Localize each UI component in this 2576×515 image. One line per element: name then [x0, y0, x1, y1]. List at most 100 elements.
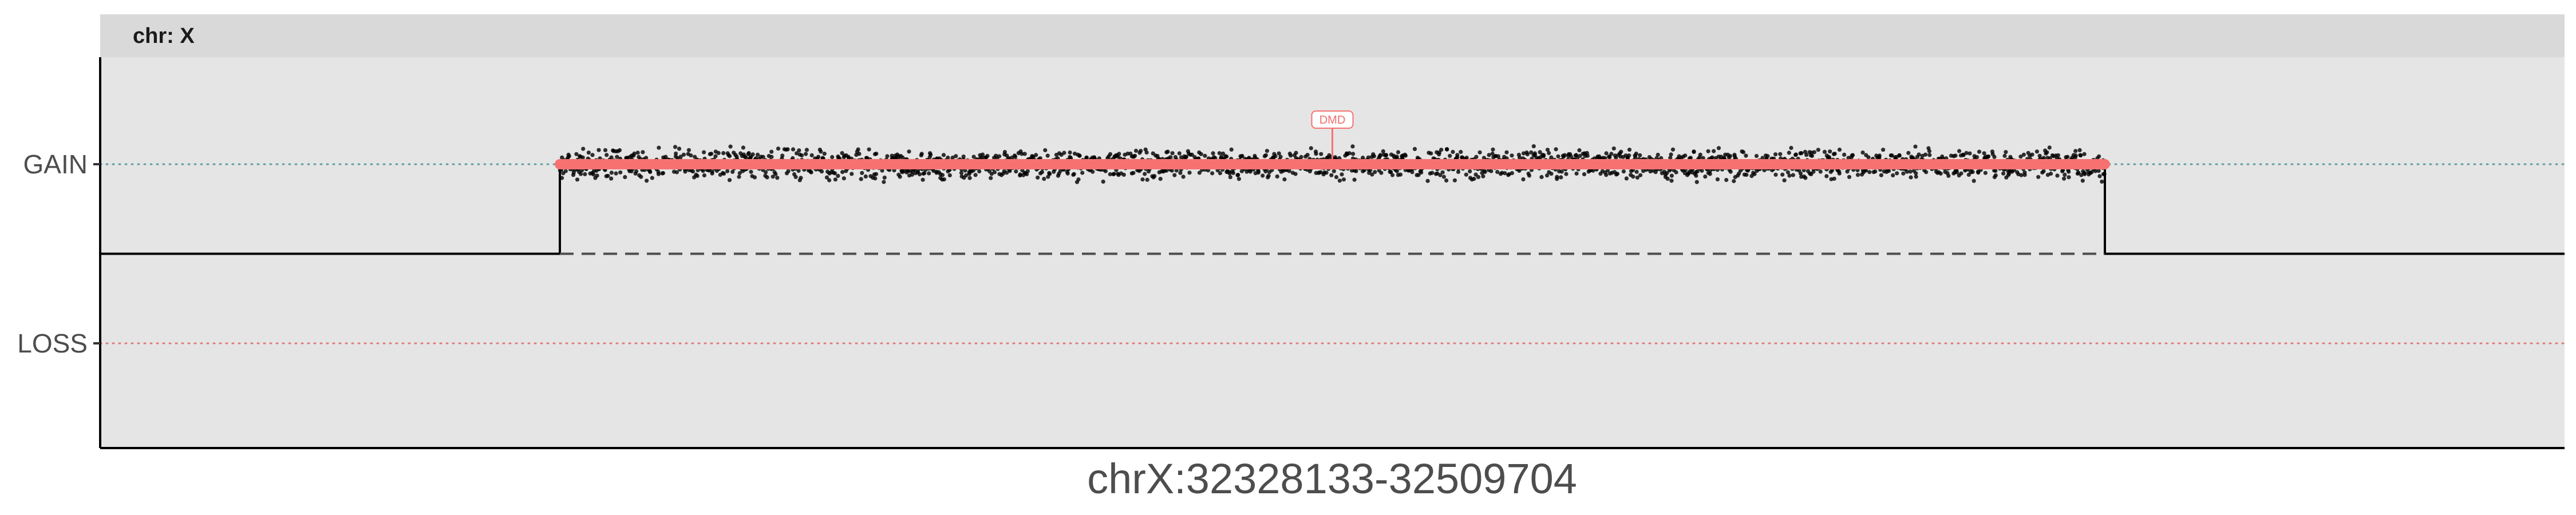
- data-point: [2100, 179, 2104, 184]
- data-point: [997, 154, 1002, 159]
- data-point: [1293, 172, 1298, 176]
- data-point: [2079, 153, 2083, 158]
- data-point: [1873, 169, 1878, 174]
- data-point: [1525, 152, 1530, 157]
- data-point: [2004, 150, 2008, 154]
- data-point: [709, 152, 714, 156]
- data-point: [791, 147, 796, 152]
- data-point: [771, 175, 775, 179]
- data-point: [2062, 176, 2067, 181]
- data-point: [1131, 171, 1136, 175]
- data-point: [1419, 170, 1424, 175]
- data-point: [819, 169, 824, 174]
- data-point: [2083, 172, 2087, 176]
- data-point: [1491, 147, 1495, 152]
- data-point: [1305, 153, 1310, 157]
- data-point: [1018, 172, 1022, 177]
- data-point: [1877, 153, 1882, 158]
- data-point: [1694, 180, 1699, 184]
- y-tick-label: LOSS: [17, 328, 88, 358]
- data-point: [1347, 151, 1352, 156]
- data-point: [800, 153, 804, 158]
- data-point: [695, 173, 700, 178]
- data-point: [1464, 156, 1469, 160]
- data-point: [1578, 153, 1582, 159]
- data-point: [797, 148, 801, 153]
- data-point: [1133, 153, 1137, 158]
- data-point: [1350, 144, 1355, 149]
- data-point: [727, 178, 732, 183]
- data-point: [1914, 171, 1918, 176]
- data-point: [1373, 170, 1377, 175]
- data-point: [1381, 149, 1385, 153]
- data-point: [1923, 152, 1928, 157]
- data-point: [1452, 178, 1457, 183]
- data-point: [645, 179, 649, 183]
- data-point: [2073, 149, 2078, 153]
- data-point: [1744, 153, 1748, 158]
- data-point: [850, 172, 854, 176]
- data-point: [1410, 170, 1415, 175]
- data-point: [1324, 171, 1329, 175]
- data-point: [1211, 151, 1215, 156]
- data-point: [919, 152, 924, 156]
- data-point: [1473, 172, 1478, 177]
- data-point: [1631, 175, 1635, 179]
- data-point: [1164, 168, 1169, 173]
- data-point: [1607, 155, 1612, 160]
- gene-label-text: DMD: [1319, 114, 1346, 126]
- data-point: [1287, 169, 1291, 173]
- data-point: [1811, 169, 1816, 174]
- data-point: [567, 154, 571, 159]
- data-point: [980, 152, 985, 157]
- data-point: [804, 152, 808, 156]
- data-point: [1042, 177, 1046, 181]
- data-point: [1172, 173, 1177, 177]
- data-point: [1396, 150, 1401, 154]
- data-point: [1665, 171, 1669, 176]
- data-point: [971, 154, 976, 159]
- data-point: [2080, 179, 2085, 183]
- data-point: [1832, 152, 1837, 156]
- data-point: [1203, 153, 1207, 158]
- data-point: [725, 169, 730, 173]
- data-point: [1847, 175, 1852, 179]
- facet-label: chr: X: [133, 24, 195, 48]
- data-point: [1964, 150, 1969, 155]
- data-point: [1773, 172, 1778, 177]
- data-point: [929, 152, 933, 157]
- data-point: [1970, 169, 1975, 175]
- data-point: [1803, 176, 1808, 180]
- data-point: [1334, 175, 1339, 180]
- data-point: [606, 173, 610, 178]
- data-point: [1627, 153, 1631, 158]
- data-point: [1728, 154, 1733, 159]
- data-point: [859, 177, 863, 181]
- reference-lines: [99, 163, 2566, 344]
- data-point: [1451, 149, 1455, 154]
- data-point: [1263, 153, 1268, 157]
- data-point: [1605, 168, 1610, 173]
- data-point: [617, 148, 622, 153]
- data-point: [1787, 150, 1791, 155]
- data-point: [2082, 152, 2087, 156]
- data-point: [873, 176, 878, 181]
- data-point: [761, 154, 765, 159]
- data-point: [1065, 171, 1070, 176]
- data-point: [1168, 155, 1173, 160]
- data-point: [809, 153, 814, 157]
- data-point: [1448, 153, 1452, 158]
- data-point: [713, 154, 718, 159]
- data-point: [1924, 170, 1929, 175]
- data-point: [1187, 171, 1192, 175]
- data-point: [1954, 170, 1959, 175]
- data-point: [916, 168, 920, 173]
- data-point: [1370, 172, 1374, 177]
- data-point: [1754, 154, 1759, 159]
- data-point: [686, 148, 691, 152]
- data-point: [678, 154, 683, 159]
- data-point: [1412, 146, 1417, 151]
- data-point: [1694, 173, 1698, 178]
- data-point: [1278, 154, 1283, 159]
- data-point: [1275, 174, 1279, 179]
